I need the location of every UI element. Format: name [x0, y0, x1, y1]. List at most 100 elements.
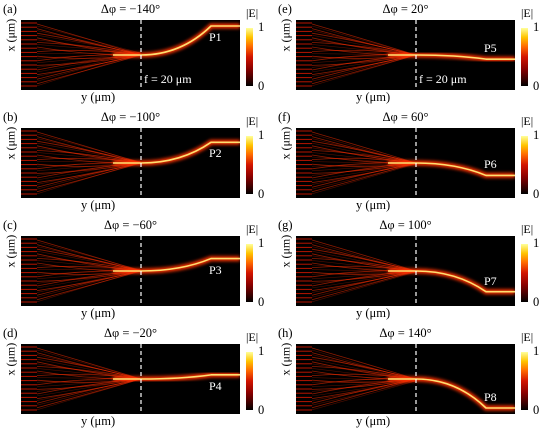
output-beam [388, 378, 515, 409]
panel-title: Δφ = 140° [379, 326, 432, 340]
y-axis-label: y (μm) [81, 198, 116, 212]
converging-ray [311, 239, 417, 272]
colorbar-min-label: 0 [258, 79, 265, 93]
x-axis-label: x (μm) [3, 234, 18, 268]
scattered-ray [311, 54, 417, 73]
colorbar-min-label: 0 [258, 295, 265, 309]
field-panel: (h) Δφ = 140° x (μm) P8 y (μm) |E| 1 0 [275, 324, 550, 432]
output-beam [388, 162, 515, 177]
converging-ray [311, 162, 417, 193]
field-panel: (c) Δφ = −60° x (μm) P3 y (μm) |E| 1 0 [0, 216, 275, 324]
colorbar-max-label: 1 [258, 20, 265, 34]
port-label: P7 [484, 274, 497, 288]
output-beam [113, 374, 240, 380]
scattered-ray [311, 271, 417, 284]
colorbar-title: |E| [521, 6, 534, 20]
colorbar-min-label: 0 [533, 187, 540, 201]
scattered-ray [36, 161, 142, 190]
port-label: P4 [209, 379, 222, 393]
field-map: P7 [296, 236, 515, 306]
scattered-ray [311, 163, 417, 176]
y-axis-label: y (μm) [356, 90, 391, 104]
y-axis-label: y (μm) [356, 414, 391, 428]
scattered-ray [36, 142, 142, 163]
converging-ray [311, 140, 417, 164]
converging-ray [311, 54, 417, 85]
port-label: P6 [484, 157, 497, 171]
panel-label: (h) [278, 326, 293, 340]
y-axis-label: y (μm) [81, 90, 116, 104]
colorbar-title: |E| [521, 222, 534, 236]
panel-title: Δφ = −140° [100, 2, 161, 16]
colorbar [521, 244, 528, 302]
scattered-ray [36, 269, 142, 303]
scattered-ray [36, 34, 142, 54]
scattered-ray [36, 44, 142, 54]
field-map-svg [296, 344, 515, 414]
converging-ray [311, 378, 417, 409]
scattered-ray [36, 250, 142, 271]
field-map-svg [296, 128, 515, 198]
colorbar-max-label: 1 [258, 128, 265, 142]
field-map-svg [296, 236, 515, 306]
converging-ray [36, 347, 142, 380]
field-map: P8 [296, 344, 515, 414]
port-label: P1 [209, 30, 222, 44]
colorbar-title: |E| [246, 6, 259, 20]
scattered-ray [36, 378, 142, 397]
colorbar-max-label: 1 [533, 20, 540, 34]
converging-ray [311, 23, 417, 56]
panel-label: (b) [3, 110, 18, 124]
converging-ray [311, 347, 417, 380]
field-map-svg [296, 20, 515, 90]
port-label: P2 [209, 146, 222, 160]
panel-title: Δφ = 100° [379, 218, 432, 232]
x-axis-label: x (μm) [278, 342, 293, 376]
y-axis-label: y (μm) [356, 198, 391, 212]
scattered-ray [311, 54, 417, 87]
scattered-ray [311, 25, 417, 56]
panel-title: Δφ = 20° [382, 2, 429, 16]
x-axis-label: x (μm) [278, 126, 293, 160]
colorbar-title: |E| [246, 114, 259, 128]
port-label: P8 [484, 390, 497, 404]
colorbar-title: |E| [246, 330, 259, 344]
field-panel: (g) Δφ = 100° x (μm) P7 y (μm) |E| 1 0 [275, 216, 550, 324]
converging-ray [36, 54, 142, 85]
scattered-ray [36, 269, 142, 293]
colorbar-min-label: 0 [533, 79, 540, 93]
output-beam [388, 270, 515, 293]
scattered-ray [311, 54, 417, 82]
scattered-ray [36, 152, 142, 163]
converging-ray [36, 356, 142, 380]
field-map: P2 [21, 128, 240, 198]
colorbar [521, 28, 528, 86]
scattered-ray [36, 378, 142, 411]
panel-label: (f) [278, 110, 291, 124]
scattered-ray [311, 380, 417, 411]
converging-ray [36, 248, 142, 272]
colorbar-title: |E| [246, 222, 259, 236]
scattered-ray [311, 380, 417, 406]
scattered-ray [311, 271, 417, 303]
colorbar-max-label: 1 [533, 128, 540, 142]
panel-label: (c) [3, 218, 17, 232]
colorbar [246, 28, 253, 86]
converging-ray [36, 140, 142, 164]
field-map-svg [21, 344, 240, 414]
colorbar [246, 136, 253, 194]
converging-ray [36, 23, 142, 56]
scattered-ray [36, 260, 142, 271]
port-label: P5 [484, 41, 497, 55]
colorbar-max-label: 1 [258, 344, 265, 358]
scattered-ray [311, 380, 417, 397]
y-axis-label: y (μm) [356, 306, 391, 320]
scattered-ray [36, 25, 142, 54]
scattered-ray [36, 363, 142, 380]
colorbar-min-label: 0 [258, 187, 265, 201]
scattered-ray [311, 39, 417, 56]
colorbar-title: |E| [521, 114, 534, 128]
field-map: P6 [296, 128, 515, 198]
converging-ray [311, 270, 417, 301]
